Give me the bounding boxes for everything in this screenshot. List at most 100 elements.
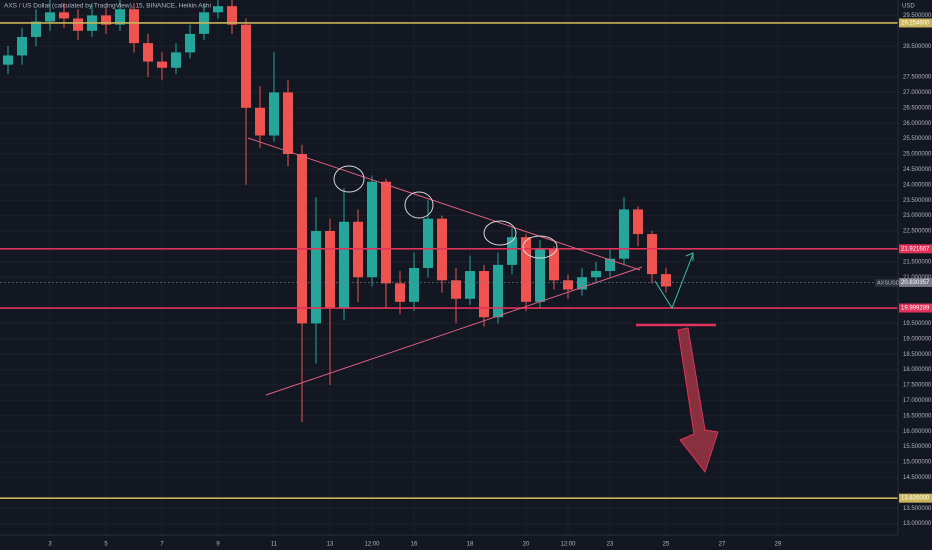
candle-body <box>185 33 196 53</box>
candle-body <box>478 271 489 318</box>
y-tick-label: 17.000000 <box>903 398 932 404</box>
y-tick-label: 26.500000 <box>903 105 932 111</box>
candle-body <box>548 249 559 281</box>
y-tick-label: 19.000000 <box>903 336 932 342</box>
candle-body <box>45 12 56 22</box>
circle <box>483 220 517 246</box>
y-tick-label: 26.000000 <box>903 121 932 127</box>
y-tick-label: 19.500000 <box>903 321 932 327</box>
price-axis <box>898 0 932 550</box>
candle-body <box>73 18 84 31</box>
x-tick-label: 12:00 <box>364 542 380 548</box>
x-tick-label: 9 <box>216 542 220 548</box>
candle-body <box>213 6 224 13</box>
candle-body <box>157 61 168 68</box>
candle-body <box>520 237 531 302</box>
price-tag <box>899 244 932 254</box>
y-tick-label: 27.500000 <box>903 75 932 81</box>
candle-body <box>590 271 601 278</box>
price-tag <box>899 493 932 503</box>
y-tick-label: 23.500000 <box>903 198 932 204</box>
circle <box>404 191 434 219</box>
symbol-tag <box>875 279 898 287</box>
x-tick-label: 25 <box>663 542 670 548</box>
y-tick-label: 15.500000 <box>903 444 932 450</box>
y-tick-label: 21.500000 <box>903 259 932 265</box>
candle-body <box>492 264 503 318</box>
candles <box>3 0 671 422</box>
candle-body <box>423 218 434 268</box>
x-tick-label: 12:00 <box>560 542 576 548</box>
price-tag <box>899 303 932 313</box>
candle-body <box>283 92 294 155</box>
x-tick-label: 13 <box>327 542 334 548</box>
candle-body <box>101 15 112 25</box>
candle-body <box>325 231 336 309</box>
x-tick-label: 20 <box>523 542 530 548</box>
down-arrow <box>677 327 719 474</box>
y-tick-label: 17.500000 <box>903 383 932 389</box>
x-tick-label: 11 <box>271 542 278 548</box>
circle <box>333 165 365 193</box>
x-tick-label: 7 <box>160 542 164 548</box>
candle-body <box>367 181 378 278</box>
candle-body <box>464 271 475 299</box>
candle-body <box>660 274 671 287</box>
x-tick-label: 27 <box>719 542 726 548</box>
y-tick-label: 13.500000 <box>903 506 932 512</box>
circle <box>522 235 558 259</box>
x-tick-label: 18 <box>467 542 474 548</box>
candle-body <box>604 258 615 272</box>
projection-arrowhead <box>685 252 694 261</box>
candle-body <box>31 21 42 37</box>
y-tick-label: 14.500000 <box>903 475 932 481</box>
y-tick-label: 28.500000 <box>903 44 932 50</box>
y-tick-label: 24.500000 <box>903 167 932 173</box>
price-tag-label: 19.999289 <box>901 306 930 312</box>
chart-title: AXS / US Dollar (calculated by TradingVi… <box>4 3 211 10</box>
y-tick-label: 29.500000 <box>903 13 932 19</box>
y-tick-label: 13.000000 <box>903 521 932 527</box>
y-tick-label: 23.000000 <box>903 213 932 219</box>
candle-body <box>311 231 322 324</box>
upper-trendline <box>247 137 641 271</box>
candle-body <box>395 283 406 302</box>
price-tag-label: 29.254600 <box>901 21 930 27</box>
y-tick-label: 15.000000 <box>903 460 932 466</box>
price-tag <box>899 277 932 287</box>
candle-body <box>129 9 140 44</box>
price-tag <box>899 18 932 28</box>
y-tick-label: 27.000000 <box>903 90 932 96</box>
candle-body <box>227 6 238 25</box>
candle-body <box>17 36 28 56</box>
candle-body <box>618 209 629 259</box>
y-tick-label: 21.000000 <box>903 275 932 281</box>
y-tick-label: 16.000000 <box>903 429 932 435</box>
candle-body <box>297 154 308 324</box>
candle-body <box>632 209 643 235</box>
y-tick-label: 16.500000 <box>903 413 932 419</box>
x-tick-label: 29 <box>775 542 782 548</box>
price-tag-label: 13.826000 <box>901 496 930 502</box>
axis-labels: 13.000000 13.500000 14.500000 15.000000 15.5… <box>48 13 932 548</box>
x-tick-label: 16 <box>411 542 418 548</box>
grid <box>0 0 898 535</box>
y-tick-label: 18.500000 <box>903 352 932 358</box>
x-tick-label: 5 <box>104 542 108 548</box>
price-tag-label: 20.830357 <box>901 280 930 286</box>
price-tag-label: 21.921667 <box>901 246 930 252</box>
candle-body <box>3 55 14 65</box>
y-tick-label: 24.000000 <box>903 182 932 188</box>
candle-body <box>576 277 587 290</box>
candle-body <box>506 237 517 265</box>
candle-body <box>381 181 392 284</box>
candle-body <box>115 9 126 25</box>
y-tick-label: 25.500000 <box>903 136 932 142</box>
drawings <box>247 137 719 474</box>
candle-body <box>450 280 461 299</box>
x-tick-label: 23 <box>607 542 614 548</box>
candle-body <box>269 92 280 136</box>
candle-body <box>241 24 252 108</box>
horizontal-lines <box>0 22 898 499</box>
